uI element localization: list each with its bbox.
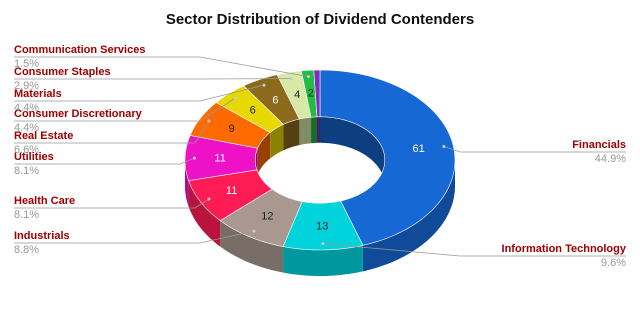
slice-side bbox=[362, 160, 455, 272]
leader-dot bbox=[442, 145, 446, 149]
percent-label: 2.9% bbox=[14, 80, 39, 92]
value-label: 9 bbox=[229, 123, 235, 135]
slice-inner-side bbox=[270, 124, 284, 159]
value-label: 11 bbox=[226, 185, 237, 197]
value-label: 6 bbox=[250, 105, 256, 117]
leader-line bbox=[14, 157, 195, 165]
category-label: Materials bbox=[14, 88, 62, 100]
leader-line bbox=[14, 120, 210, 144]
category-label: Consumer Staples bbox=[14, 66, 111, 78]
leader-line bbox=[443, 146, 626, 153]
percent-label: 9.6% bbox=[601, 257, 626, 269]
category-label: Health Care bbox=[14, 195, 75, 207]
leader-dot bbox=[262, 83, 266, 87]
leader-line bbox=[14, 230, 254, 244]
leader-line bbox=[14, 84, 265, 102]
slice-inner-side bbox=[311, 116, 318, 144]
value-label: 13 bbox=[316, 220, 328, 232]
leader-dot bbox=[207, 119, 211, 123]
leader-dot bbox=[306, 75, 310, 79]
category-label: Communication Services bbox=[14, 44, 145, 56]
value-label: 12 bbox=[261, 211, 273, 223]
value-label: 61 bbox=[412, 143, 424, 155]
leader-dot bbox=[192, 156, 196, 160]
slice-side bbox=[283, 245, 363, 276]
percent-label: 1.5% bbox=[14, 58, 39, 70]
value-label: 2 bbox=[308, 88, 314, 100]
percent-label: 4.4% bbox=[14, 122, 39, 134]
percent-label: 8.1% bbox=[14, 165, 39, 177]
slice-side bbox=[220, 220, 284, 273]
slice-inner-side bbox=[283, 119, 300, 151]
category-label: Information Technology bbox=[502, 243, 627, 255]
leader-dot bbox=[321, 242, 325, 246]
slice-inner-side bbox=[299, 117, 312, 146]
slice-side bbox=[188, 180, 221, 247]
category-label: Industrials bbox=[14, 230, 70, 242]
leader-dot bbox=[207, 197, 211, 201]
percent-label: 8.8% bbox=[14, 244, 39, 256]
category-label: Financials bbox=[572, 139, 626, 151]
slice bbox=[313, 69, 321, 118]
category-label: Utilities bbox=[14, 151, 54, 163]
category-label: Real Estate bbox=[14, 130, 73, 142]
leader-dot bbox=[289, 77, 293, 81]
value-label: 11 bbox=[214, 152, 225, 164]
leader-dot bbox=[252, 229, 256, 233]
leader-dot bbox=[233, 96, 237, 100]
percent-label: 4.4% bbox=[14, 102, 39, 114]
category-label: Consumer Discretionary bbox=[14, 108, 143, 120]
value-label: 6 bbox=[272, 94, 278, 106]
percent-label: 6.6% bbox=[14, 144, 39, 156]
percent-label: 44.9% bbox=[595, 153, 626, 165]
slice-inner-side bbox=[320, 116, 385, 186]
leader-line bbox=[14, 198, 210, 209]
leader-line bbox=[14, 97, 236, 122]
slice-inner-side bbox=[317, 116, 320, 143]
chart-title: Sector Distribution of Dividend Contende… bbox=[166, 11, 474, 28]
leader-line bbox=[14, 56, 309, 78]
value-label: 4 bbox=[294, 89, 300, 101]
leader-line bbox=[322, 243, 626, 257]
percent-label: 8.1% bbox=[14, 209, 39, 221]
